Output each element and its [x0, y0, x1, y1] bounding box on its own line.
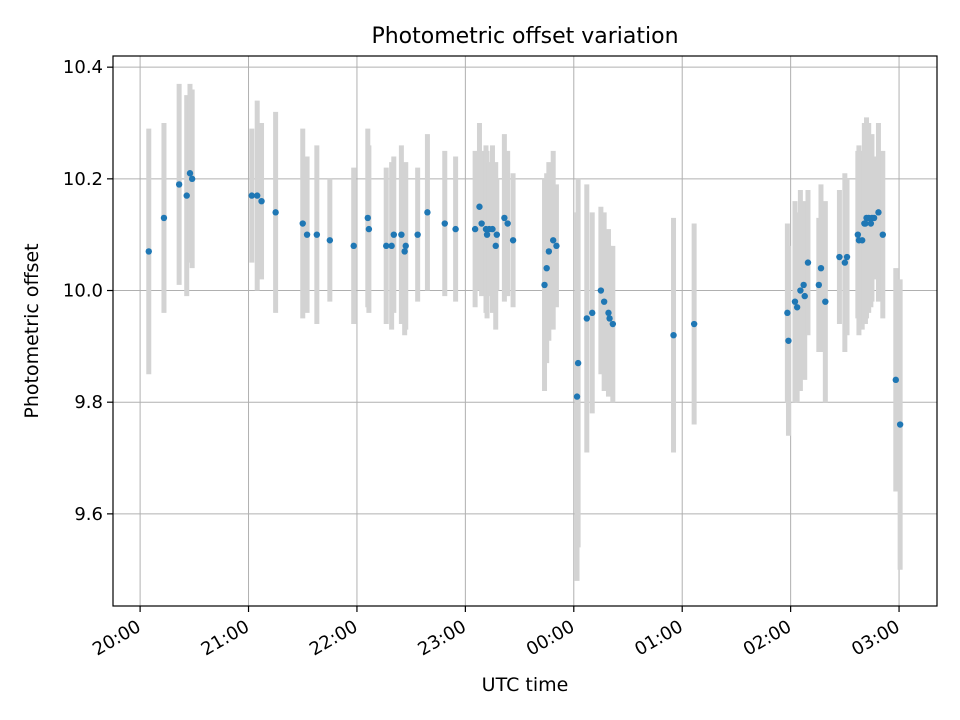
data-point	[186, 170, 194, 177]
data-point	[383, 242, 390, 250]
data-point	[574, 359, 582, 367]
data-point	[365, 225, 373, 233]
data-point	[254, 192, 261, 199]
data-point	[817, 264, 825, 272]
y-tick-label: 10.2	[63, 169, 103, 190]
y-tick-label: 10.0	[63, 281, 103, 302]
data-point	[388, 242, 395, 250]
data-point	[870, 214, 878, 222]
data-point	[452, 225, 459, 233]
data-point	[553, 242, 560, 250]
chart-title: Photometric offset variation	[371, 24, 678, 49]
data-point	[414, 231, 421, 238]
data-point	[605, 309, 612, 317]
y-axis-label: Photometric offset	[21, 243, 43, 418]
data-point	[390, 231, 398, 238]
data-point	[785, 337, 792, 344]
data-point	[501, 214, 508, 222]
data-point	[862, 220, 869, 227]
data-point	[478, 220, 485, 227]
data-point	[299, 220, 306, 227]
data-point	[804, 259, 812, 266]
data-point	[272, 209, 279, 216]
y-tick-label: 10.4	[63, 57, 103, 78]
data-point	[175, 181, 183, 188]
y-tick-label: 9.8	[74, 392, 103, 413]
data-point	[892, 376, 899, 384]
data-point	[797, 287, 804, 294]
data-point	[784, 309, 791, 317]
data-point	[867, 220, 875, 227]
data-point	[841, 259, 849, 266]
data-point	[791, 298, 799, 305]
data-point	[597, 287, 605, 294]
data-point	[364, 214, 371, 222]
data-point	[509, 237, 517, 244]
data-point	[836, 253, 843, 261]
data-point	[858, 237, 866, 244]
data-point	[504, 220, 511, 227]
data-point	[483, 231, 491, 238]
data-point	[493, 231, 501, 238]
x-axis-label: UTC time	[482, 674, 569, 696]
data-point	[815, 281, 823, 289]
data-point	[188, 175, 196, 183]
data-point	[303, 231, 311, 238]
data-point	[896, 421, 904, 428]
data-point	[441, 220, 448, 227]
data-point	[326, 237, 334, 244]
data-point	[670, 331, 677, 339]
data-point	[573, 393, 581, 400]
data-point	[145, 248, 152, 255]
plot-frame	[112, 55, 938, 607]
data-point	[875, 209, 882, 216]
data-point	[801, 292, 808, 300]
data-point	[471, 225, 479, 233]
y-axis-ticks: 9.6 9.8 10.0 10.2 10.4	[63, 57, 113, 525]
data-point	[822, 298, 829, 305]
data-point	[609, 320, 617, 328]
data-point	[401, 248, 408, 255]
data-point	[549, 237, 557, 244]
data-point	[793, 304, 801, 311]
data-point	[545, 248, 553, 255]
data-point	[476, 203, 483, 210]
data-point	[843, 253, 851, 261]
data-point	[879, 231, 886, 238]
data-point	[248, 192, 255, 199]
data-point	[424, 209, 431, 216]
data-point	[600, 298, 608, 305]
data-point	[541, 281, 548, 289]
data-point	[492, 242, 499, 250]
data-point	[402, 242, 409, 250]
data-point	[690, 320, 698, 328]
data-point	[313, 231, 321, 238]
data-point	[160, 214, 168, 222]
data-point	[398, 231, 405, 238]
data-point	[489, 225, 496, 233]
plot-area	[113, 56, 937, 606]
data-point	[589, 309, 596, 317]
data-point	[543, 264, 550, 272]
data-point	[258, 197, 265, 205]
data-points	[145, 170, 904, 428]
data-point	[183, 192, 190, 199]
data-point	[854, 231, 862, 238]
data-point	[350, 242, 357, 250]
data-point	[583, 315, 590, 322]
data-point	[800, 281, 807, 289]
data-point	[606, 315, 613, 322]
y-tick-label: 9.6	[74, 504, 103, 525]
